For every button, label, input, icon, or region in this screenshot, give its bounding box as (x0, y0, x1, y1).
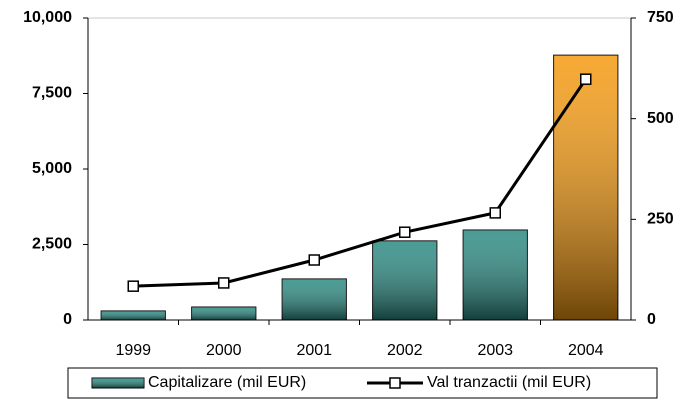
bar-shade (372, 240, 437, 320)
line (133, 78, 587, 288)
bar-shade (282, 278, 347, 320)
legend-box (67, 367, 658, 399)
x-tick-label: 2004 (568, 342, 604, 359)
line-marker (127, 280, 139, 292)
plot-area (87, 17, 632, 321)
y-tick-label: 7,500 (32, 85, 72, 102)
line-marker (580, 73, 592, 85)
legend-label: Val tranzactii (mil EUR) (427, 374, 591, 391)
legend-swatch-shade (92, 378, 144, 388)
legend-marker (389, 377, 401, 389)
y2-tick-label: 0 (647, 311, 656, 328)
line-marker (489, 207, 501, 219)
line-marker (308, 254, 320, 266)
x-tick-label: 2001 (296, 342, 332, 359)
y2-tick-label: 500 (647, 110, 674, 127)
legend-label: Capitalizare (mil EUR) (148, 374, 306, 391)
y-tick-label: 2,500 (32, 236, 72, 253)
bar-shade (191, 307, 256, 320)
x-tick-label: 2002 (387, 342, 423, 359)
y2-tick-label: 750 (647, 9, 674, 26)
y-tick-label: 0 (63, 311, 72, 328)
bar-shade (553, 55, 618, 321)
bar-shade (101, 310, 166, 320)
bar-shade (463, 230, 528, 320)
line-marker (399, 226, 411, 238)
y-tick-label: 5,000 (32, 160, 72, 177)
y2-tick-label: 250 (647, 211, 674, 228)
line-marker (218, 277, 230, 289)
x-tick-label: 1999 (115, 342, 151, 359)
x-tick-label: 2003 (477, 342, 513, 359)
y-tick-label: 10,000 (23, 9, 72, 26)
x-tick-label: 2000 (206, 342, 242, 359)
